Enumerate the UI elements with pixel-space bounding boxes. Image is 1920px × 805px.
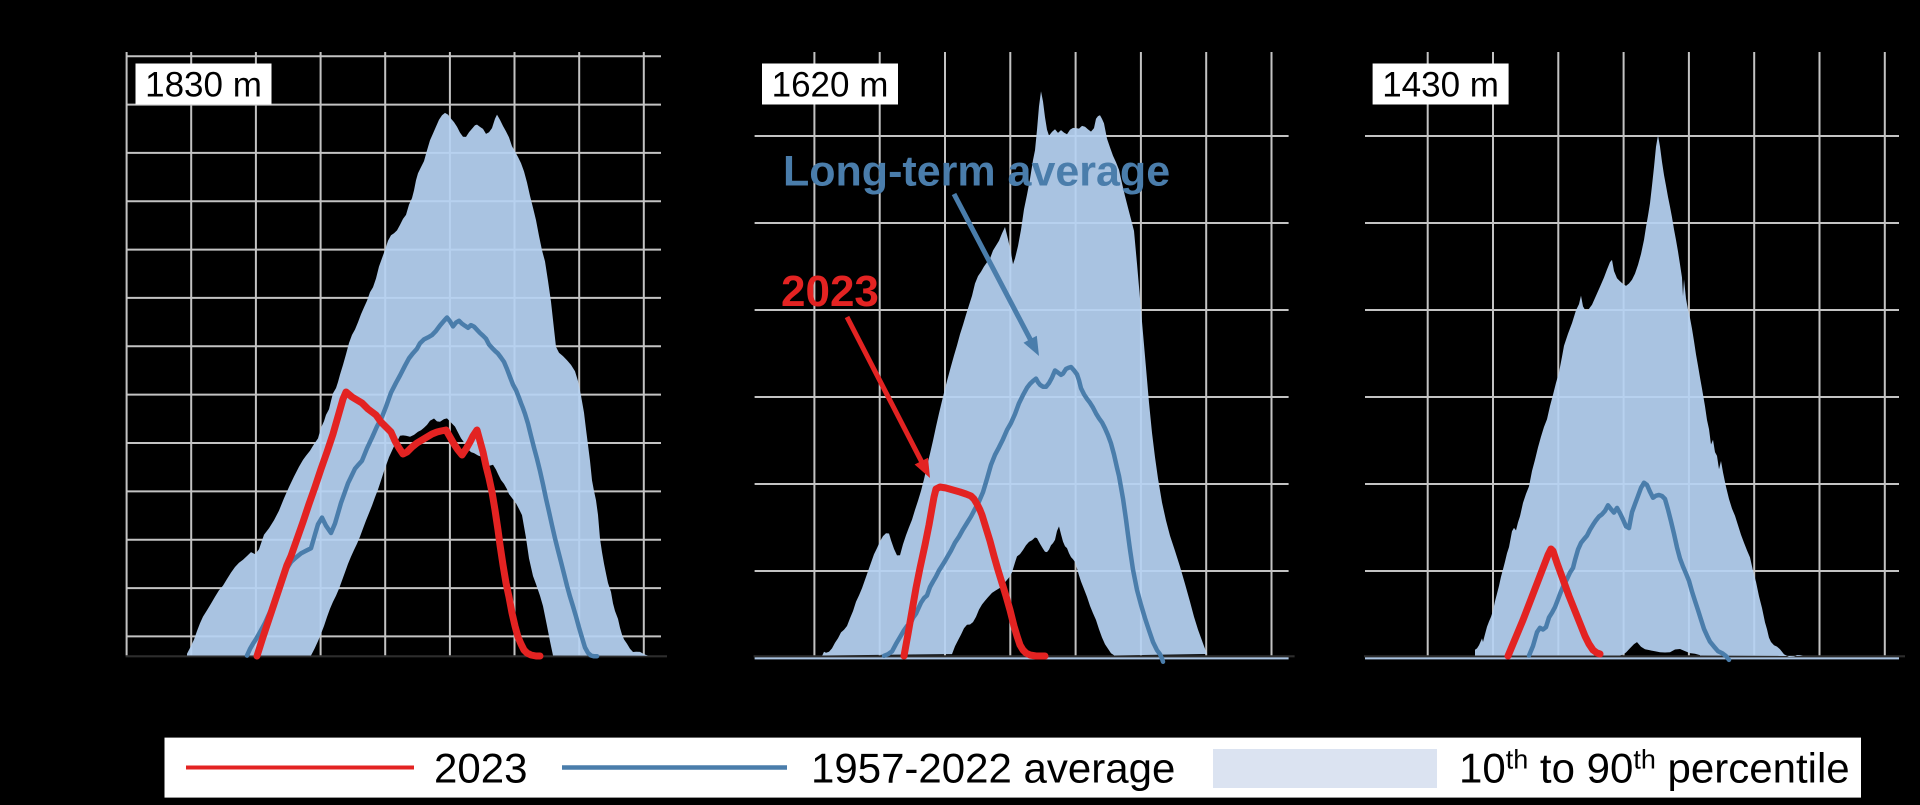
svg-text:1620 m: 1620 m bbox=[772, 66, 889, 105]
svg-text:1430 m: 1430 m bbox=[1382, 66, 1499, 105]
svg-text:2023: 2023 bbox=[434, 745, 527, 792]
svg-text:Long-term average: Long-term average bbox=[783, 148, 1170, 196]
svg-text:1957-2022 average: 1957-2022 average bbox=[811, 745, 1175, 792]
svg-text:1830 m: 1830 m bbox=[145, 66, 262, 105]
svg-text:2023: 2023 bbox=[781, 267, 879, 316]
